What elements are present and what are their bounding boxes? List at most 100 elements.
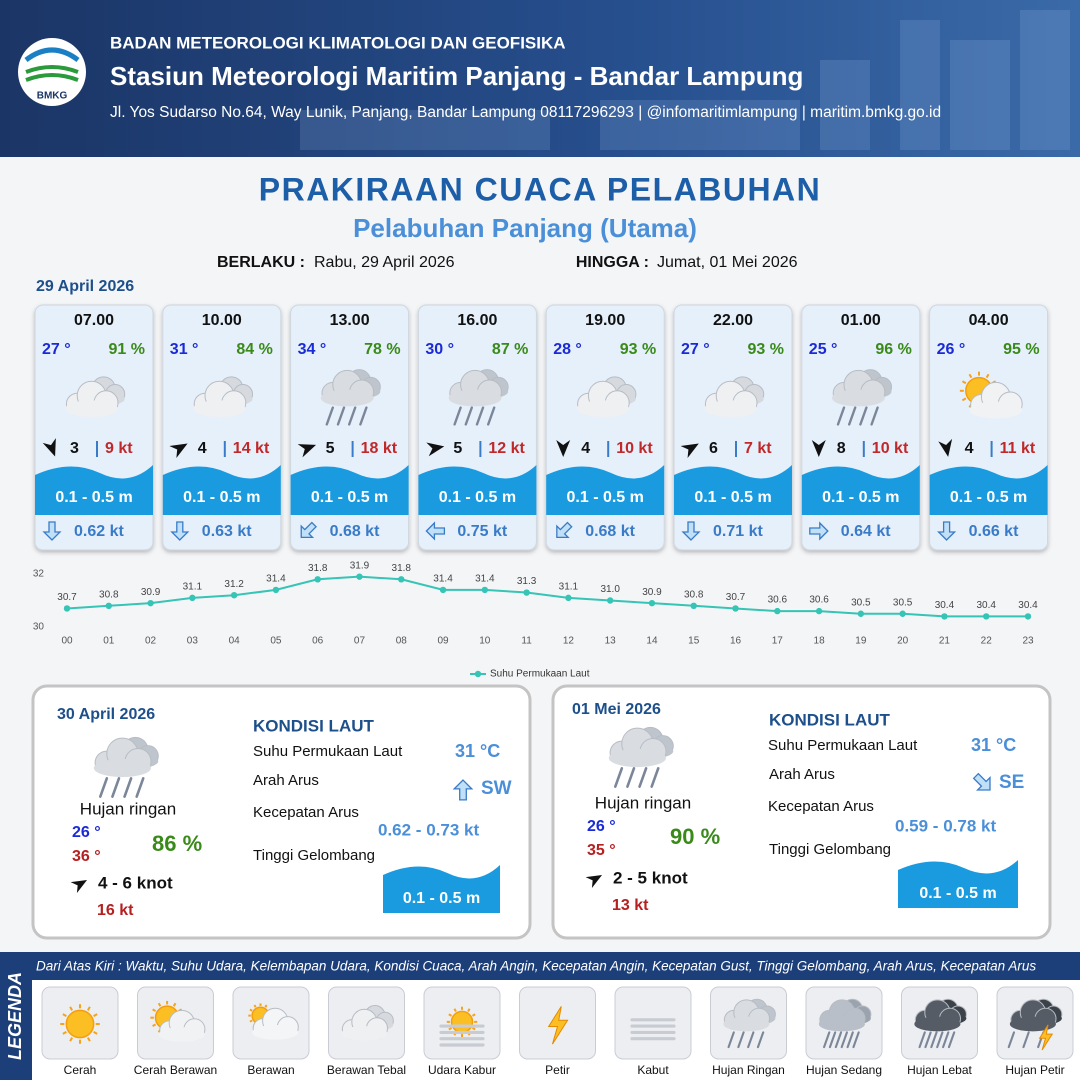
- sun-ray: [93, 1030, 98, 1035]
- wind-range: 2 - 5 knot: [613, 868, 688, 887]
- point: [690, 602, 697, 609]
- speed-label: Kecepatan Arus: [253, 804, 359, 821]
- point: [732, 605, 739, 612]
- rain: [111, 777, 121, 798]
- gust: 10 kt: [616, 440, 653, 457]
- x-tick-label: 22: [981, 636, 993, 647]
- data-label: 30.7: [726, 592, 746, 603]
- rain: [453, 406, 462, 426]
- cloud-base: [341, 1026, 388, 1041]
- sun-ray: [471, 1027, 476, 1031]
- rain: [848, 406, 857, 426]
- legend-name: Udara Kabur: [428, 1063, 496, 1077]
- y-tick-label: 30: [33, 622, 45, 633]
- y-tick-label: 32: [33, 569, 45, 580]
- gust: 13 kt: [612, 897, 649, 914]
- wind-arrow: [680, 443, 699, 459]
- x-tick-label: 21: [939, 636, 951, 647]
- rain: [348, 406, 357, 426]
- wave-area: [898, 860, 1018, 908]
- humidity: 90 %: [670, 824, 720, 849]
- wind-arrow: [811, 440, 826, 457]
- legend-item: Petir: [519, 986, 596, 1077]
- current-dir: SW: [481, 778, 512, 799]
- current-speed: 0.64 kt: [841, 523, 891, 540]
- point: [983, 613, 990, 620]
- wave-area: [290, 465, 409, 515]
- sun-ray: [448, 1013, 453, 1017]
- rain: [942, 1031, 950, 1049]
- point: [147, 599, 154, 607]
- humidity: 84 %: [236, 341, 272, 358]
- temp-max: 36 °: [72, 848, 101, 865]
- valid-to: Jumat, 01 Mei 2026: [657, 254, 798, 271]
- wave-area: [418, 465, 537, 515]
- humidity: 95 %: [1003, 341, 1039, 358]
- sst-label: Suhu Permukaan Laut: [253, 743, 403, 760]
- cloud-base: [723, 1016, 770, 1032]
- dir-label: Arah Arus: [769, 766, 835, 783]
- current-arrow: [972, 772, 991, 791]
- temp-min: 26 °: [72, 824, 101, 841]
- wave-height: 0.1 - 0.5 m: [183, 489, 260, 506]
- weather-name: Hujan ringan: [595, 793, 691, 812]
- cloud-base: [832, 389, 885, 407]
- cloud-base: [158, 1027, 205, 1042]
- wind-speed: 6: [709, 440, 718, 457]
- gust: 16 kt: [97, 902, 134, 919]
- logo-text: BMKG: [37, 91, 68, 102]
- wind-speed: 4: [965, 440, 974, 457]
- cloud-base: [252, 1025, 299, 1040]
- gust: 18 kt: [361, 440, 398, 457]
- wave-height: 0.1 - 0.5 m: [822, 489, 899, 506]
- legend-name: Hujan Petir: [1005, 1063, 1064, 1077]
- header-band: [0, 0, 1080, 157]
- wind-speed: 4: [198, 440, 207, 457]
- rain: [626, 767, 636, 788]
- title: PRAKIRAAN CUACA PELABUHAN: [259, 171, 822, 207]
- legend-name: Cerah: [64, 1063, 97, 1077]
- wind-speed: 8: [837, 440, 846, 457]
- cloud-base: [448, 389, 502, 407]
- sun-ray: [69, 1037, 74, 1042]
- data-label: 30.6: [809, 595, 829, 606]
- logo-wave: [25, 65, 79, 82]
- current-speed: 0.63 kt: [202, 523, 252, 540]
- data-label: 30.9: [141, 587, 161, 598]
- x-tick-label: 11: [521, 636, 532, 647]
- rain: [918, 1031, 926, 1049]
- legend-strip: [0, 952, 1080, 980]
- wave-area: [162, 465, 281, 515]
- gust: 10 kt: [872, 440, 909, 457]
- rain: [135, 777, 145, 798]
- point: [1024, 613, 1032, 620]
- rain: [924, 1031, 932, 1049]
- dir-label: Arah Arus: [253, 772, 319, 789]
- sun-ray: [968, 373, 973, 379]
- point: [565, 594, 572, 602]
- legend-title: LEGENDA: [5, 972, 25, 1060]
- x-tick-label: 18: [814, 636, 826, 647]
- current-speed: 0.68 kt: [330, 523, 380, 540]
- day-label: 29 April 2026: [36, 278, 134, 295]
- current-arrow: [937, 521, 957, 541]
- sun-ray: [172, 1002, 177, 1007]
- point: [63, 605, 71, 612]
- x-tick-label: 01: [103, 636, 115, 647]
- data-label: 31.1: [183, 581, 203, 592]
- data-label: 31.3: [517, 576, 537, 587]
- gust: 7 kt: [744, 440, 772, 457]
- x-tick-label: 16: [730, 636, 742, 647]
- point: [857, 610, 865, 617]
- humidity: 96 %: [875, 341, 911, 358]
- sun: [65, 1009, 95, 1039]
- point: [230, 592, 238, 599]
- sun-ray: [961, 380, 967, 385]
- temp-max: 35 °: [587, 842, 616, 859]
- header-decoration: [300, 10, 1070, 150]
- wind-arrow: [297, 444, 317, 458]
